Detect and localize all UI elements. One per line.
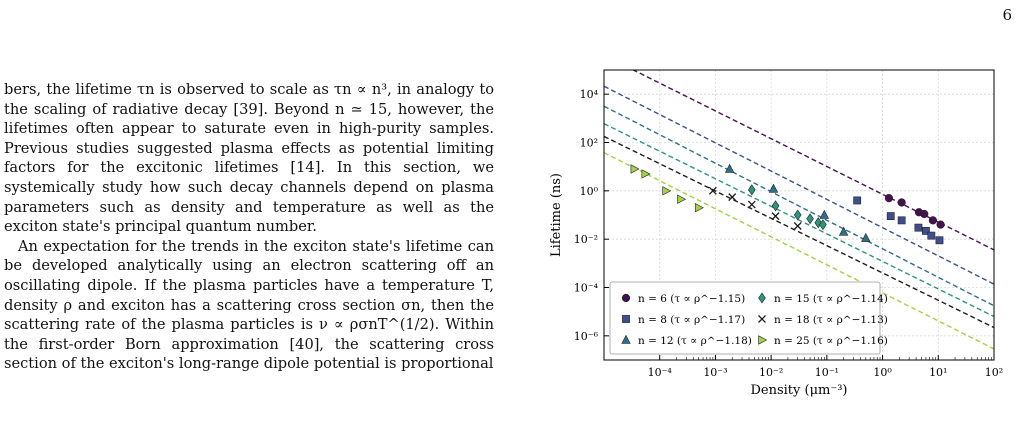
series-points [630,164,704,213]
x-tick-label: 10⁻² [759,366,783,379]
data-point [819,219,827,231]
data-point [728,193,737,202]
y-tick-label: 10⁴ [580,88,599,101]
body-text-column: bers, the lifetime τn is observed to sca… [4,80,494,374]
x-tick-label: 10⁻⁴ [648,366,673,379]
fit-line [604,152,994,350]
lifetime-vs-density-figure: 10⁻⁴ 10⁻³ 10⁻² 10⁻¹ 10⁰ 10¹ 10² 10⁴ 10² 10⁰ 10⁻² 10… [540,60,1010,420]
plot-frame [603,69,995,361]
data-point [708,186,717,195]
series-points [884,194,945,229]
data-point [641,169,651,179]
paragraph-2: An expectation for the trends in the exc… [4,237,494,373]
data-point [694,203,704,213]
y-tick-label: 10⁻² [574,233,598,246]
series-points [708,186,802,230]
y-tick-label: 10⁻⁶ [574,330,599,343]
legend-box [609,281,881,355]
data-point [886,212,895,221]
x-tick-label: 10⁻¹ [815,366,839,379]
lifetime-chart: 10⁻⁴ 10⁻³ 10⁻² 10⁻¹ 10⁰ 10¹ 10² 10⁴ 10² 10⁰ 10⁻² 10… [549,69,1003,398]
data-point [897,216,906,225]
fit-line [604,105,994,307]
data-point [630,164,640,174]
legend-marker [758,292,766,304]
data-point [771,212,780,221]
fit-line [604,85,994,285]
page-number: 6 [1002,6,1012,24]
fit-line [604,123,994,318]
legend-marker [621,293,631,303]
data-point [806,213,814,225]
data-point [928,216,937,225]
data-point [884,194,894,203]
x-tick-label: 10² [985,366,1003,379]
data-point [853,196,862,205]
fit-line [631,70,994,251]
series-points [853,196,944,245]
series-points [748,184,827,231]
y-tick-label: 10² [580,137,598,150]
data-point [936,220,945,229]
y-tick-label: 10⁰ [580,185,599,198]
y-axis-label: Lifetime (ns) [549,173,564,257]
legend-marker [622,315,630,323]
legend-marker [758,335,768,345]
legend-label: n = 15 (τ ∝ ρ^−1.14) [774,293,888,305]
y-tick-label: 10⁻⁴ [574,282,599,295]
legend-label: n = 18 (τ ∝ ρ^−1.13) [774,314,888,326]
data-point [768,183,779,193]
data-point [927,231,936,240]
data-point [771,200,780,212]
x-tick-label: 10⁻³ [703,366,727,379]
data-point [861,232,871,242]
data-point [793,209,802,221]
data-point [748,184,756,196]
data-point [747,200,756,209]
data-point [920,209,929,219]
legend-label: n = 12 (τ ∝ ρ^−1.18) [638,335,752,347]
data-point [793,222,802,230]
x-axis-label: Density (μm⁻³) [750,383,847,398]
data-point [838,226,849,236]
legend-label: n = 25 (τ ∝ ρ^−1.16) [774,335,888,347]
data-point [935,236,944,245]
series-points [724,163,871,242]
x-tick-label: 10¹ [929,366,947,379]
legend-label: n = 8 (τ ∝ ρ^−1.17) [638,314,745,326]
x-tick-label: 10⁰ [873,366,892,379]
paragraph-1: bers, the lifetime τn is observed to sca… [4,81,494,236]
legend-marker [758,315,766,323]
data-point [914,223,923,232]
data-point [724,163,735,173]
data-point [897,198,906,207]
data-point [922,226,930,235]
fit-line [604,135,994,329]
data-point [662,186,672,196]
legend-marker [621,334,631,344]
data-point [677,194,687,204]
legend-label: n = 6 (τ ∝ ρ^−1.15) [638,293,745,305]
data-point [819,209,830,219]
